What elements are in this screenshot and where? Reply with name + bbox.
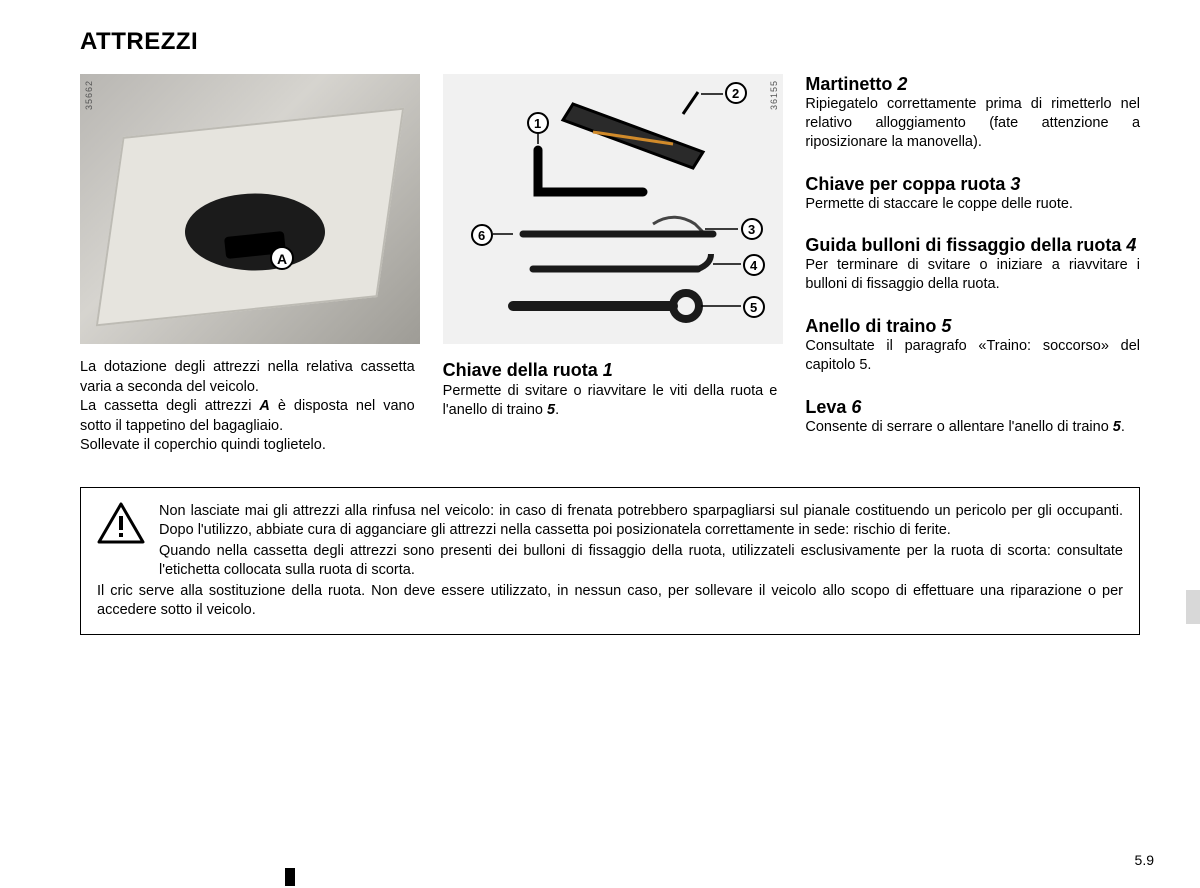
content-columns: 35662 A La dotazione degli attrezzi nell… <box>80 74 1140 459</box>
page-number: 5.9 <box>1135 852 1154 868</box>
warning-text: Non lasciate mai gli attrezzi alla rinfu… <box>159 502 1123 581</box>
caption-middle: Chiave della ruota 1 Permette di svitare… <box>443 358 778 420</box>
tool-block-6: Leva 6Consente di serrare o allentare l'… <box>805 397 1140 437</box>
page-title: ATTREZZI <box>80 28 1140 56</box>
manual-page: ATTREZZI 35662 A La dotazione degli attr… <box>0 0 1200 888</box>
body-tool-4: Per terminare di svitare o iniziare a ri… <box>805 256 1140 294</box>
warning-row: Non lasciate mai gli attrezzi alla rinfu… <box>97 502 1123 581</box>
body-tool-5: Consultate il paragrafo «Traino: soccors… <box>805 337 1140 375</box>
body-tool-2: Ripiegatelo correttamente prima di rimet… <box>805 95 1140 152</box>
warning-box: Non lasciate mai gli attrezzi alla rinfu… <box>80 487 1140 636</box>
tools-svg <box>443 74 783 344</box>
tools-diagram: 36155 <box>443 74 783 344</box>
callout-6: 6 <box>471 224 493 246</box>
tool-block-5: Anello di traino 5Consultate il paragraf… <box>805 316 1140 375</box>
marker-a: A <box>270 246 294 270</box>
heading-tool-5: Anello di traino 5 <box>805 316 1140 337</box>
diagram-id-label: 36155 <box>769 80 779 110</box>
caption-left: La dotazione degli attrezzi nella relati… <box>80 358 415 456</box>
photo-id-label: 35662 <box>84 80 94 110</box>
callout-4: 4 <box>743 254 765 276</box>
column-right: Martinetto 2Ripiegatelo correttamente pr… <box>805 74 1140 459</box>
photo-trunk-toolkit: 35662 A <box>80 74 420 344</box>
tool-block-3: Chiave per coppa ruota 3Permette di stac… <box>805 174 1140 214</box>
callout-3: 3 <box>741 218 763 240</box>
column-middle: 36155 <box>443 74 778 459</box>
warning-p1: Non lasciate mai gli attrezzi alla rinfu… <box>159 502 1123 540</box>
heading-tool-3: Chiave per coppa ruota 3 <box>805 174 1140 195</box>
warning-p3: Il cric serve alla sostituzione della ru… <box>97 582 1123 620</box>
heading-tool-6: Leva 6 <box>805 397 1140 418</box>
heading-tool-1: Chiave della ruota 1 <box>443 358 778 382</box>
heading-tool-1-text: Chiave della ruota <box>443 360 598 380</box>
heading-tool-2: Martinetto 2 <box>805 74 1140 95</box>
callout-2: 2 <box>725 82 747 104</box>
thumb-tab <box>1186 590 1200 624</box>
tool-block-2: Martinetto 2Ripiegatelo correttamente pr… <box>805 74 1140 152</box>
body-tool-1: Permette di svitare o riavvitare le viti… <box>443 382 778 420</box>
heading-tool-4: Guida bulloni di fissaggio della ruota 4 <box>805 235 1140 256</box>
warning-icon <box>97 502 145 551</box>
bottom-crop-mark <box>285 868 295 886</box>
body-tool-6: Consente di serrare o allentare l'anello… <box>805 418 1140 437</box>
tool-block-4: Guida bulloni di fissaggio della ruota 4… <box>805 235 1140 294</box>
heading-tool-1-num: 1 <box>603 360 613 380</box>
column-left: 35662 A La dotazione degli attrezzi nell… <box>80 74 415 459</box>
callout-5: 5 <box>743 296 765 318</box>
callout-1: 1 <box>527 112 549 134</box>
body-tool-3: Permette di staccare le coppe delle ruot… <box>805 195 1140 214</box>
warning-p2: Quando nella cassetta degli attrezzi son… <box>159 542 1123 580</box>
